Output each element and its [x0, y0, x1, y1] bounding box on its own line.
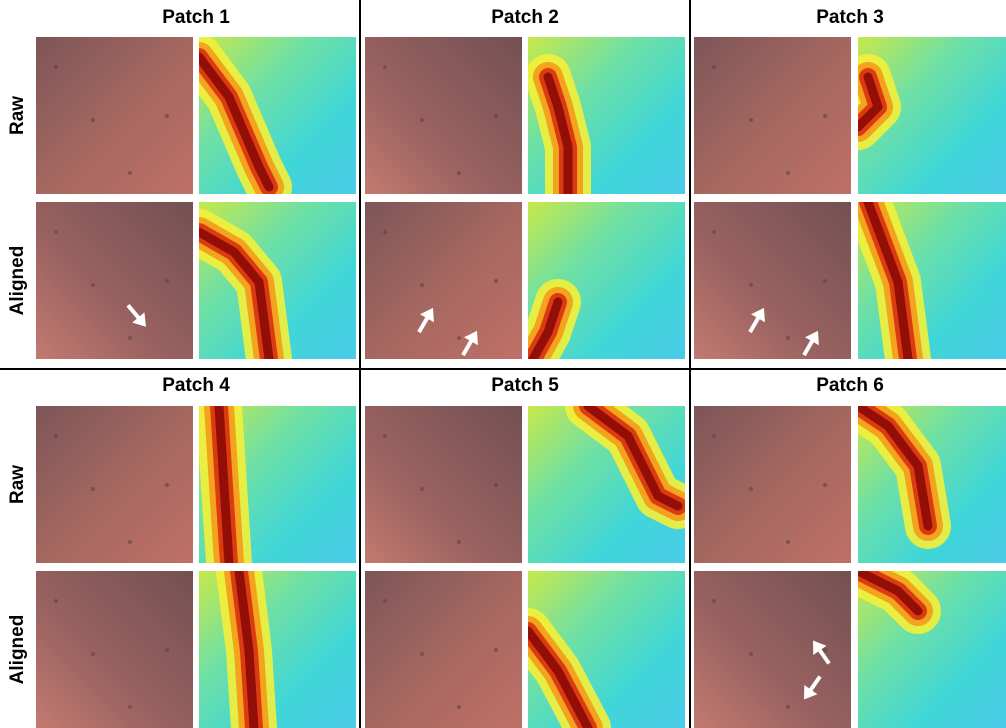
speck	[383, 434, 387, 438]
raw-image	[365, 37, 522, 194]
speck	[54, 230, 58, 234]
speck	[165, 279, 169, 283]
speck	[494, 279, 498, 283]
speck	[457, 705, 461, 709]
raw-image	[694, 571, 851, 728]
speck	[712, 65, 716, 69]
speck	[786, 540, 790, 544]
speck	[457, 171, 461, 175]
raw-image	[365, 202, 522, 359]
speck	[749, 652, 753, 656]
speck	[786, 336, 790, 340]
speck	[494, 648, 498, 652]
speck	[383, 230, 387, 234]
heatmap-streak	[239, 571, 254, 728]
raw-image	[36, 406, 193, 563]
speck	[91, 487, 95, 491]
speck	[54, 434, 58, 438]
figure: Patch 1 Patch 2 Patch 3 Raw Aligned Patch 4 Pa…	[0, 0, 1006, 728]
speck	[712, 230, 716, 234]
patch-title: Patch 1	[162, 7, 230, 28]
speck	[786, 171, 790, 175]
speck	[128, 540, 132, 544]
speck	[823, 483, 827, 487]
speck	[823, 648, 827, 652]
speck	[420, 118, 424, 122]
speck	[494, 483, 498, 487]
row-label: Raw	[7, 96, 28, 135]
speck	[420, 487, 424, 491]
speck	[128, 336, 132, 340]
patch-title: Patch 5	[491, 375, 559, 396]
speck	[420, 283, 424, 287]
speck	[749, 118, 753, 122]
speck	[749, 283, 753, 287]
row-label: Aligned	[7, 246, 28, 316]
speck	[457, 336, 461, 340]
speck	[54, 65, 58, 69]
patch-title: Patch 3	[816, 7, 884, 28]
row-label: Aligned	[7, 615, 28, 685]
speck	[494, 114, 498, 118]
speck	[712, 434, 716, 438]
speck	[457, 540, 461, 544]
speck	[383, 65, 387, 69]
patch-title: Patch 6	[816, 375, 884, 396]
speck	[165, 648, 169, 652]
speck	[165, 114, 169, 118]
speck	[91, 652, 95, 656]
raw-image	[365, 571, 522, 728]
speck	[749, 487, 753, 491]
speck	[712, 599, 716, 603]
heatmap-streak	[219, 406, 229, 563]
patch-title: Patch 2	[491, 7, 559, 28]
row-label: Raw	[7, 465, 28, 504]
raw-image	[694, 406, 851, 563]
raw-image	[694, 37, 851, 194]
raw-image	[365, 406, 522, 563]
speck	[128, 705, 132, 709]
speck	[823, 279, 827, 283]
raw-image	[36, 202, 193, 359]
raw-image	[694, 202, 851, 359]
heatmap-streak	[858, 77, 878, 127]
speck	[420, 652, 424, 656]
speck	[823, 114, 827, 118]
raw-image	[36, 37, 193, 194]
speck	[128, 171, 132, 175]
speck	[383, 599, 387, 603]
patch-title: Patch 4	[162, 375, 230, 396]
heatmap-streak	[548, 77, 568, 194]
speck	[165, 483, 169, 487]
heatmap-streak	[533, 302, 558, 359]
raw-image	[36, 571, 193, 728]
speck	[54, 599, 58, 603]
speck	[786, 705, 790, 709]
speck	[91, 283, 95, 287]
speck	[91, 118, 95, 122]
